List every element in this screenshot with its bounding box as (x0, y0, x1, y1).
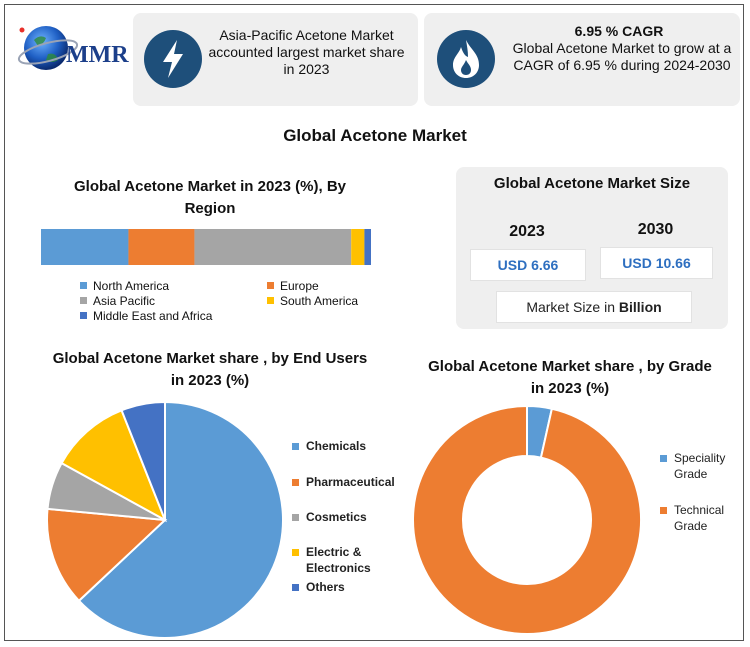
slice-chemicals (77, 400, 284, 639)
legend-label-line2: Grade (674, 519, 708, 533)
legend-item-cosmetics: Cosmetics (292, 509, 367, 525)
legend-item-middle-east-africa: Middle East and Africa (80, 309, 212, 323)
legend-label-line1: Speciality (674, 451, 726, 465)
bar-segment-middle-east-and-africa (364, 229, 371, 265)
legend-label: Asia Pacific (93, 294, 156, 308)
value-2030: USD 10.66 (600, 247, 713, 279)
lightning-icon (144, 30, 202, 88)
market-size-unit: Market Size in Billion (496, 291, 692, 323)
grade-donut-chart (412, 404, 642, 635)
legend-swatch (267, 297, 274, 305)
slice-pharmaceutical (46, 507, 168, 603)
legend-swatch (292, 479, 299, 486)
infographic-frame (4, 4, 744, 641)
legend-label: Middle East and Africa (93, 309, 213, 323)
cagr-headline: 6.95 % CAGR (574, 23, 664, 39)
legend-label-line1: Technical (674, 503, 725, 517)
legend-swatch (292, 584, 299, 591)
region-chart-title: Global Acetone Market in 2023 (%), By Re… (73, 178, 347, 217)
legend-item-technical-grade: Technical Grade (660, 502, 724, 534)
legend-swatch (80, 312, 87, 320)
legend-label: South America (280, 294, 359, 308)
legend-item-europe: Europe (267, 279, 319, 293)
legend-item-speciality-grade: Speciality Grade (660, 450, 725, 482)
legend-swatch (267, 282, 274, 290)
legend-swatch (292, 514, 299, 521)
slice-others (120, 400, 166, 521)
bar-segment-europe (128, 229, 195, 265)
legend-item-chemicals: Chemicals (292, 438, 366, 454)
end-users-chart-title: Global Acetone Market share , by End Use… (52, 350, 368, 389)
flame-icon (437, 30, 495, 88)
value-2023: USD 6.66 (470, 249, 586, 281)
legend-label-line2: Grade (674, 467, 708, 481)
region-stacked-bar (41, 229, 371, 265)
cagr-card: 6.95 % CAGR Global Acetone Market to gro… (424, 13, 740, 106)
slice-technical-grade (412, 404, 642, 635)
market-size-panel: Global Acetone Market Size 2023 2030 USD… (456, 167, 728, 329)
unit-prefix: Market Size in (526, 299, 619, 315)
legend-label: Others (306, 580, 345, 594)
grade-chart-title: Global Acetone Market share , by Grade i… (428, 358, 712, 397)
slice-electric-electronics (60, 408, 167, 523)
legend-label: Electric & Electronics (306, 545, 371, 575)
bar-segment-asia-pacific (194, 229, 352, 265)
legend-item-asia-pacific: Asia Pacific (80, 294, 155, 308)
legend-label: Pharmaceutical (306, 475, 395, 489)
bar-segment-north-america (41, 229, 129, 265)
cagr-card-text: Global Acetone Market to grow at a CAGR … (512, 40, 732, 73)
legend-label: Chemicals (306, 439, 367, 453)
legend-swatch (80, 297, 87, 305)
mmr-logo: MMR (14, 18, 129, 78)
unit-bold: Billion (618, 299, 662, 315)
share-card: Asia-Pacific Acetone Market accounted la… (133, 13, 418, 106)
legend-swatch (292, 443, 299, 450)
end-users-legend: Chemicals Pharmaceutical Cosmetics Elect… (292, 438, 402, 598)
legend-item-pharmaceutical: Pharmaceutical (292, 474, 395, 490)
legend-item-north-america: North America (80, 279, 169, 293)
share-card-text: Asia-Pacific Acetone Market accounted la… (208, 27, 405, 77)
legend-label: Europe (280, 279, 319, 293)
legend-item-others: Others (292, 579, 345, 595)
main-title: Global Acetone Market (283, 126, 467, 145)
end-users-pie-chart (46, 400, 284, 639)
year-2023-label: 2023 (509, 223, 545, 240)
globe-icon (17, 26, 79, 70)
year-2030-label: 2030 (637, 221, 674, 238)
legend-item-south-america: South America (267, 294, 358, 308)
legend-label: North America (93, 279, 170, 293)
grade-legend: Speciality Grade Technical Grade (660, 450, 740, 540)
logo-text: MMR (66, 42, 129, 68)
market-size-title: Global Acetone Market Size (493, 175, 691, 192)
legend-swatch (292, 549, 299, 556)
bar-segment-south-america (351, 229, 365, 265)
legend-label: Cosmetics (306, 510, 367, 524)
legend-swatch (660, 455, 667, 462)
region-legend: North America Europe Asia Pacific South … (80, 279, 380, 327)
legend-item-electric-electronics: Electric & Electronics (292, 544, 382, 576)
legend-swatch (80, 282, 87, 290)
legend-swatch (660, 507, 667, 514)
